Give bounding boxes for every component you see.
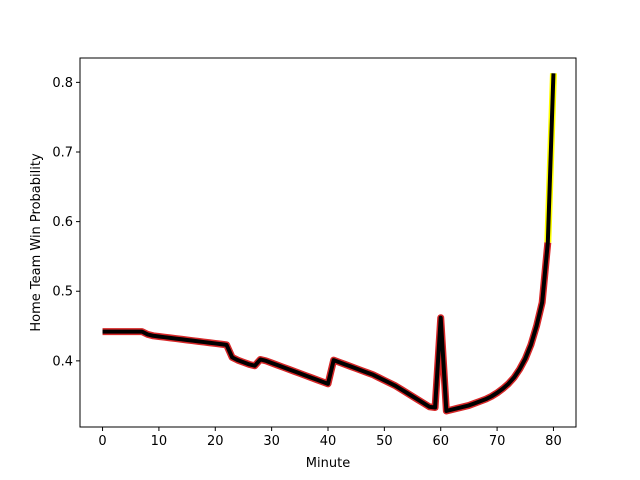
x-tick-label: 60	[432, 434, 449, 449]
x-tick-label: 0	[98, 434, 106, 449]
x-tick-label: 30	[263, 434, 280, 449]
x-tick-label: 40	[320, 434, 337, 449]
y-tick-label: 0.4	[52, 354, 73, 369]
y-tick-label: 0.5	[52, 285, 73, 300]
y-axis-label: Home Team Win Probability	[29, 153, 44, 332]
y-axis: 0.4 0.5 0.6 0.7 0.8	[52, 76, 80, 369]
series-line	[102, 73, 556, 413]
x-tick-label: 10	[151, 434, 168, 449]
x-tick-label: 80	[545, 434, 562, 449]
y-tick-label: 0.6	[52, 215, 73, 230]
line-series	[102, 73, 557, 415]
y-tick-label: 0.7	[52, 145, 73, 160]
x-axis: 0 10 20 30 40 50 60 70 80	[98, 427, 562, 449]
x-tick-label: 20	[207, 434, 224, 449]
x-axis-label: Minute	[306, 456, 350, 471]
x-tick-label: 50	[376, 434, 393, 449]
y-tick-label: 0.8	[52, 76, 73, 91]
x-tick-label: 70	[489, 434, 506, 449]
